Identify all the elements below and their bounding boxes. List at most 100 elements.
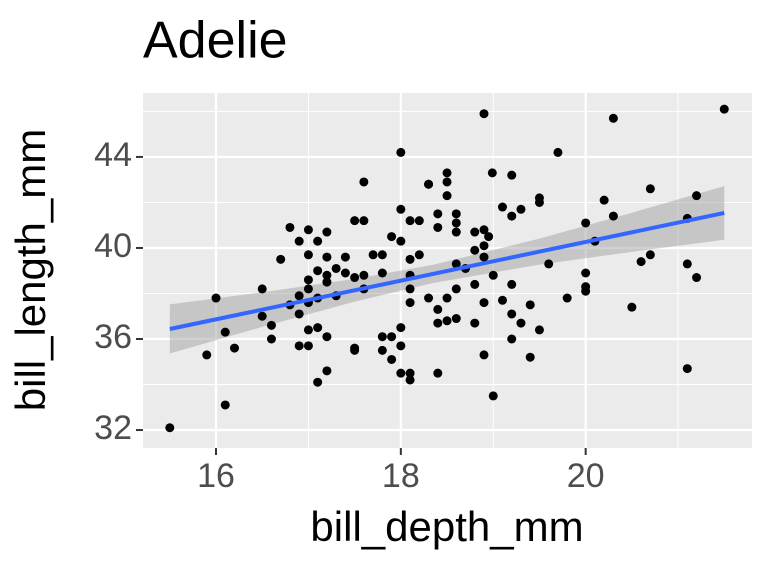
point bbox=[433, 368, 443, 378]
point bbox=[313, 323, 323, 333]
point bbox=[487, 168, 497, 178]
point bbox=[405, 216, 415, 226]
point bbox=[396, 147, 406, 157]
x-tick-label: 18 bbox=[382, 457, 420, 495]
point bbox=[165, 423, 175, 433]
point bbox=[322, 277, 332, 287]
point bbox=[377, 268, 387, 278]
point bbox=[405, 254, 415, 264]
point bbox=[581, 286, 591, 296]
point bbox=[534, 325, 544, 335]
point bbox=[627, 302, 637, 312]
point bbox=[377, 250, 387, 260]
point bbox=[285, 222, 295, 232]
point bbox=[433, 318, 443, 328]
y-tick-label: 32 bbox=[94, 409, 132, 447]
point bbox=[350, 345, 360, 355]
point bbox=[507, 334, 517, 344]
x-tick-label: 20 bbox=[567, 457, 605, 495]
point bbox=[331, 263, 341, 273]
point bbox=[525, 352, 535, 362]
fit-line bbox=[169, 210, 725, 331]
point bbox=[368, 250, 378, 260]
point bbox=[405, 284, 415, 294]
point bbox=[322, 366, 332, 376]
point bbox=[387, 354, 397, 364]
point bbox=[313, 266, 323, 276]
y-tick-label: 40 bbox=[94, 227, 132, 265]
point bbox=[479, 109, 489, 119]
point bbox=[359, 177, 369, 187]
point bbox=[507, 170, 517, 180]
point bbox=[451, 259, 461, 269]
point bbox=[294, 236, 304, 246]
point bbox=[479, 225, 489, 235]
point bbox=[488, 391, 498, 401]
point bbox=[682, 259, 692, 269]
point bbox=[313, 236, 323, 246]
point bbox=[599, 195, 609, 205]
point bbox=[294, 341, 304, 351]
point bbox=[479, 350, 489, 360]
point bbox=[484, 232, 494, 242]
point bbox=[608, 211, 618, 221]
point bbox=[692, 191, 702, 201]
point bbox=[387, 232, 397, 242]
point bbox=[303, 250, 313, 260]
point bbox=[636, 257, 646, 267]
point bbox=[470, 318, 480, 328]
point bbox=[470, 279, 480, 289]
point bbox=[220, 327, 230, 337]
point bbox=[396, 368, 406, 378]
x-tick-label: 16 bbox=[197, 457, 235, 495]
point bbox=[257, 284, 267, 294]
point bbox=[340, 268, 350, 278]
point bbox=[340, 252, 350, 262]
point bbox=[303, 275, 313, 285]
point bbox=[581, 218, 591, 228]
point bbox=[645, 250, 655, 260]
point bbox=[405, 298, 415, 308]
point bbox=[562, 293, 572, 303]
point bbox=[396, 236, 406, 246]
point bbox=[229, 343, 239, 353]
point bbox=[497, 202, 507, 212]
point bbox=[479, 252, 489, 262]
point bbox=[442, 191, 452, 201]
point bbox=[303, 341, 313, 351]
point bbox=[303, 325, 313, 335]
point bbox=[322, 252, 332, 262]
point bbox=[377, 332, 387, 342]
point bbox=[516, 318, 526, 328]
point bbox=[396, 204, 406, 214]
point bbox=[581, 268, 591, 278]
point bbox=[220, 400, 230, 410]
point bbox=[405, 368, 415, 378]
point bbox=[257, 311, 267, 321]
point bbox=[303, 225, 313, 235]
point bbox=[544, 259, 554, 269]
y-axis-title: bill_length_mm bbox=[7, 129, 54, 411]
point bbox=[350, 216, 360, 226]
point bbox=[451, 218, 461, 228]
point bbox=[608, 113, 618, 123]
y-tick-label: 36 bbox=[94, 318, 132, 356]
point bbox=[451, 227, 461, 237]
point bbox=[396, 341, 406, 351]
point bbox=[442, 316, 452, 326]
point bbox=[488, 270, 498, 280]
point bbox=[294, 291, 304, 301]
point bbox=[294, 309, 304, 319]
point bbox=[266, 334, 276, 344]
point bbox=[303, 284, 313, 294]
point bbox=[433, 209, 443, 219]
point bbox=[470, 227, 480, 237]
point bbox=[442, 177, 452, 187]
point bbox=[414, 216, 424, 226]
point bbox=[211, 293, 221, 303]
x-axis-title: bill_depth_mm bbox=[310, 503, 583, 550]
point bbox=[396, 323, 406, 333]
point bbox=[377, 345, 387, 355]
